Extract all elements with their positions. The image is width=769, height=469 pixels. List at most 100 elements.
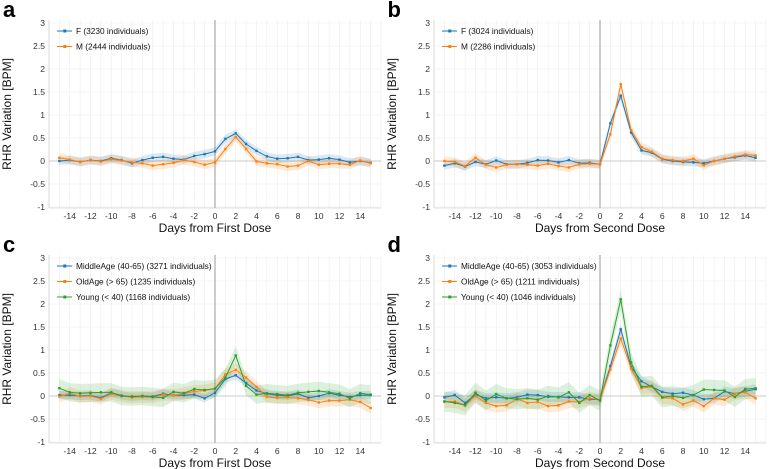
data-point (556, 161, 560, 164)
data-point (58, 386, 61, 389)
svg-text:-1: -1 (37, 202, 45, 212)
svg-text:-0.5: -0.5 (30, 179, 45, 189)
data-point (307, 396, 310, 399)
data-point (110, 392, 113, 395)
data-point (650, 384, 653, 387)
svg-text:10: 10 (698, 446, 708, 456)
svg-text:-14: -14 (64, 446, 77, 456)
data-point (193, 387, 196, 390)
svg-text:12: 12 (719, 211, 729, 221)
data-point (629, 128, 632, 132)
data-point (546, 404, 549, 407)
data-point (151, 156, 154, 159)
data-point (473, 391, 477, 394)
svg-text:-14: -14 (448, 446, 461, 456)
data-point (203, 388, 206, 391)
data-point (327, 390, 331, 394)
data-point (151, 164, 154, 167)
data-point (494, 395, 497, 399)
data-point (691, 157, 695, 160)
svg-text:3: 3 (40, 18, 45, 28)
svg-text:-0.5: -0.5 (30, 414, 45, 424)
data-point (442, 395, 446, 399)
legend-marker (63, 29, 67, 33)
svg-text:-1: -1 (422, 437, 430, 447)
legend-item-1: OldAge (> 65) (1235 individuals) (57, 276, 195, 286)
legend-label: Young (< 40) (1046 individuals) (461, 292, 576, 302)
y-axis-title: RHR Variation [BPM] (0, 293, 14, 405)
legend-label: OldAge (> 65) (1211 individuals) (461, 276, 580, 286)
legend: MiddleAge (40-65) (3271 individuals) OldA… (57, 261, 212, 302)
svg-text:12: 12 (719, 446, 729, 456)
data-point (743, 390, 746, 394)
svg-text:0.5: 0.5 (418, 368, 430, 378)
data-point (463, 403, 466, 406)
data-point (619, 336, 622, 340)
legend-item-1: M (2286 individuals) (441, 42, 535, 52)
svg-text:8: 8 (296, 446, 301, 456)
data-point (536, 164, 539, 167)
svg-text:0: 0 (425, 391, 430, 401)
svg-text:-0.5: -0.5 (415, 414, 430, 424)
svg-text:0.5: 0.5 (33, 368, 45, 378)
data-point (58, 394, 61, 398)
panel-label-a: a (3, 0, 16, 22)
svg-text:-0.5: -0.5 (415, 179, 430, 189)
data-point (681, 159, 684, 163)
data-point (182, 393, 186, 396)
data-point (473, 392, 477, 396)
data-point (234, 368, 237, 371)
data-point (525, 401, 529, 404)
data-point (660, 395, 663, 399)
svg-text:0.5: 0.5 (418, 133, 430, 143)
data-point (317, 163, 320, 166)
legend: MiddleAge (40-65) (3053 individuals) OldA… (441, 261, 597, 302)
legend-marker (447, 295, 451, 298)
svg-text:10: 10 (314, 211, 324, 221)
data-point (161, 163, 165, 166)
x-axis-title: Days from Second Dose (534, 456, 664, 469)
svg-text:-4: -4 (554, 211, 562, 221)
data-point (619, 94, 622, 97)
data-point (130, 161, 134, 164)
data-point (193, 389, 196, 393)
data-point (58, 156, 61, 159)
data-point (348, 395, 352, 398)
data-point (670, 396, 674, 399)
data-point (504, 396, 508, 399)
svg-text:2.5: 2.5 (418, 276, 430, 286)
x-tick-labels: -14 -12 -10 -8 -6 -4 -2 0 2 4 6 8 10 12 14 (64, 446, 366, 456)
data-point (691, 398, 695, 402)
data-point (702, 397, 705, 400)
svg-text:-14: -14 (64, 211, 77, 221)
data-point (213, 391, 217, 394)
legend-marker (447, 279, 451, 283)
svg-text:2: 2 (618, 211, 623, 221)
x-tick-labels: -14 -12 -10 -8 -6 -4 -2 0 2 4 6 8 10 12 14 (64, 211, 366, 221)
svg-text:1.5: 1.5 (418, 87, 430, 97)
data-point (286, 395, 289, 399)
data-point (639, 149, 643, 152)
svg-text:-8: -8 (513, 446, 521, 456)
data-point (442, 164, 446, 167)
data-point (89, 394, 92, 397)
legend-label: MiddleAge (40-65) (3053 individuals) (461, 261, 597, 271)
svg-text:-10: -10 (490, 446, 503, 456)
data-point (504, 163, 508, 166)
x-axis-title: Days from First Dose (159, 456, 272, 469)
data-point (608, 364, 612, 367)
data-point (182, 158, 186, 162)
panel-b: b -14 -12 -10 -8 -6 -4 -2 0 2 4 6 8 10 12 14 -1 -0.5 0 0.5… (385, 0, 769, 235)
data-point (702, 163, 705, 167)
data-point (494, 166, 497, 169)
data-point (702, 162, 705, 165)
svg-text:-8: -8 (513, 211, 521, 221)
data-point (639, 385, 643, 388)
svg-text:0: 0 (597, 211, 602, 221)
x-axis-title: Days from Second Dose (534, 221, 664, 235)
data-point (681, 402, 684, 405)
legend-marker (63, 279, 67, 283)
svg-text:3: 3 (40, 253, 45, 263)
data-point (224, 375, 227, 379)
data-point (286, 165, 289, 168)
